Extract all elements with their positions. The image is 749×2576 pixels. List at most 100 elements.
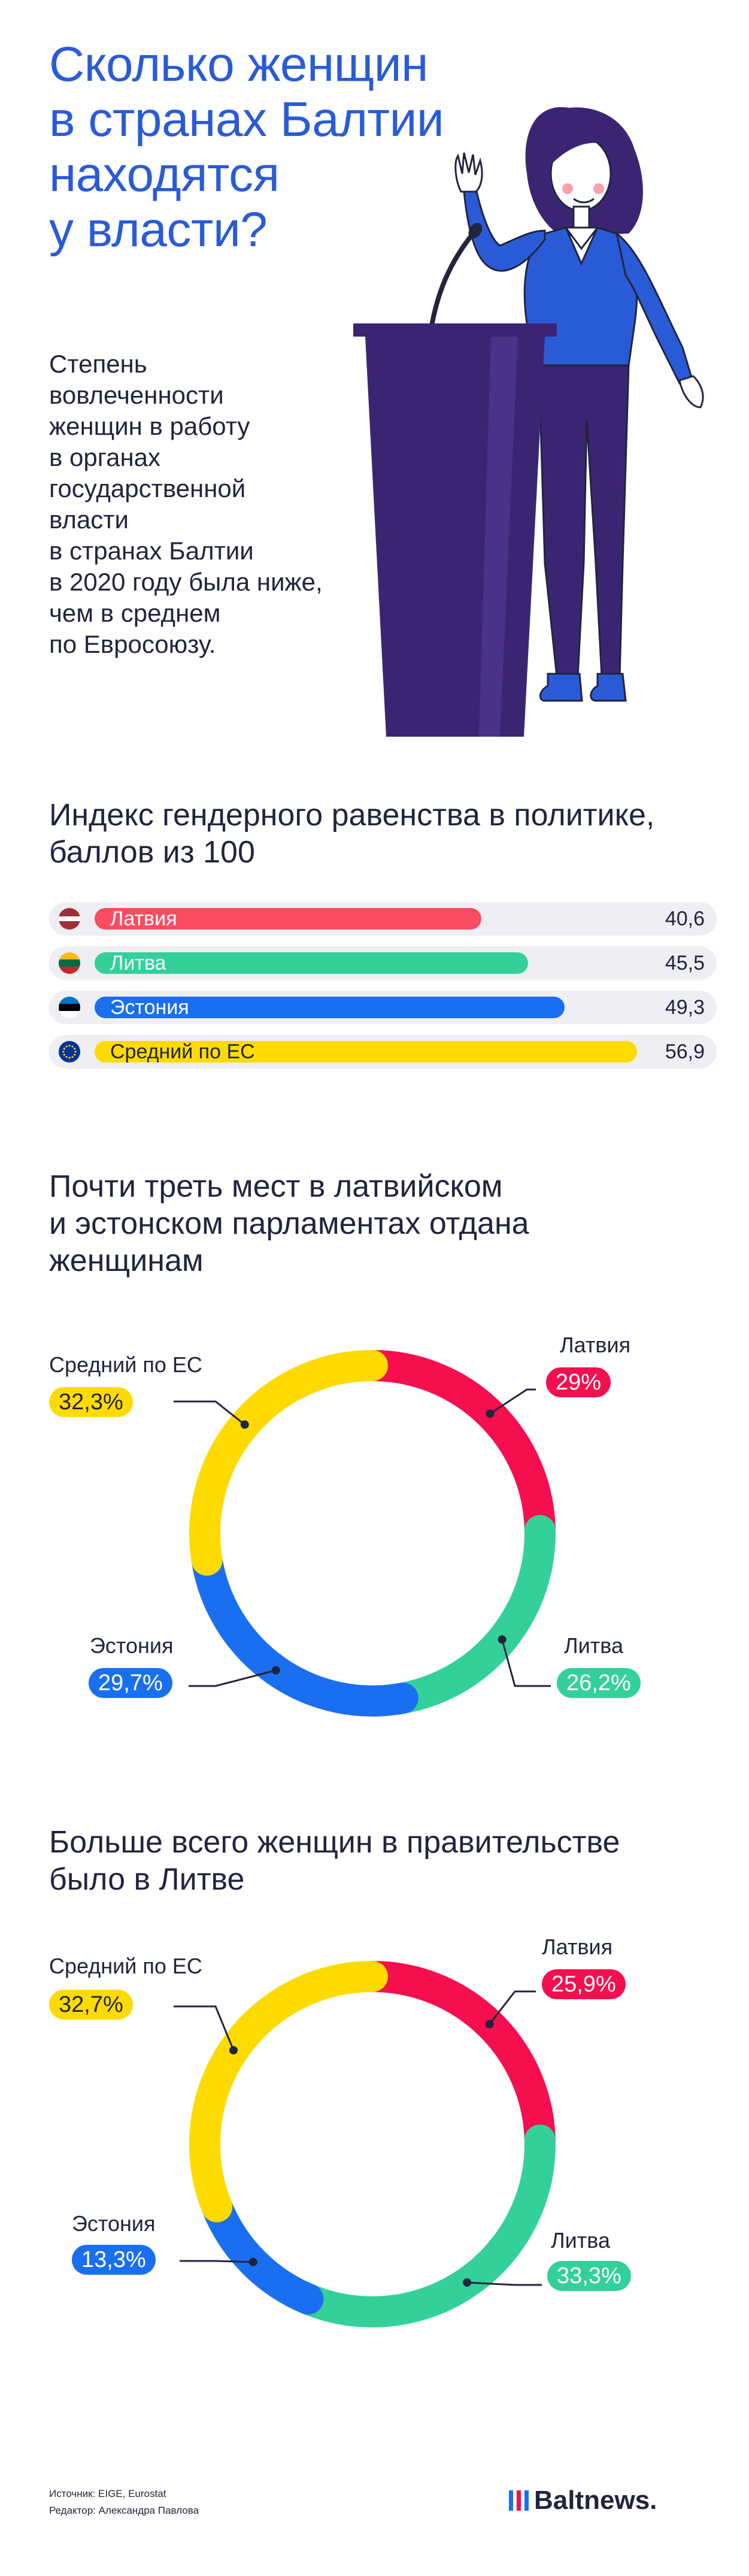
donut1-pill-lithuania: 26,2% (557, 1668, 641, 1698)
lead-line: государственной (49, 474, 246, 503)
donut-segment-latvia (357, 1961, 556, 2156)
donut2-pill-lithuania: 33,3% (547, 2261, 631, 2291)
leader-dot-latvia (486, 1409, 495, 1418)
footer-credits: Источник: EIGE, Eurostat Редактор: Алекс… (49, 2486, 199, 2519)
bar-chart-title: Индекс гендерного равенства в политике, … (49, 797, 720, 871)
shoe-shape (539, 673, 583, 702)
leader-dot-eu (229, 2046, 238, 2055)
leader-line-latvia (489, 1990, 536, 2025)
raised-hand-shape (454, 152, 483, 193)
leader-dot-latvia (485, 2020, 494, 2029)
podium-top-shape (353, 323, 557, 337)
bar-label-latvia: Латвия (110, 907, 177, 930)
eu-flag-icon (59, 1041, 80, 1063)
donut2-title-line: было в Литве (49, 1862, 245, 1897)
donut1-label-estonia: Эстония (90, 1633, 174, 1658)
title-line: у власти? (49, 202, 268, 257)
bar-label-lithuania: Литва (110, 952, 166, 974)
lead-line: Степень (49, 350, 147, 378)
right-hand-shape (678, 375, 704, 408)
lead-line: женщин в работу (49, 412, 250, 440)
podium-body-shape (365, 337, 545, 737)
donut2-pill-estonia: 13,3% (72, 2245, 156, 2275)
lead-line: в органах (49, 443, 161, 471)
lead-line: вовлеченности (49, 381, 224, 409)
leader-dot-lithuania (498, 1635, 507, 1644)
donut2-title-line: Больше всего женщин в правительстве (49, 1825, 620, 1860)
page-title: Сколько женщин в странах Балтии находятс… (49, 37, 480, 258)
donut-chart-parliament (174, 1350, 556, 1717)
baltnews-logo-icon (509, 2490, 529, 2511)
bar-lithuania (95, 952, 529, 974)
donut2-label-lithuania: Литва (551, 2228, 610, 2253)
podium-highlight-shape (479, 337, 518, 737)
estonia-flag-icon (59, 997, 80, 1018)
title-line: в странах Балтии (49, 92, 444, 147)
donut2-title: Больше всего женщин в правительстве было… (49, 1824, 720, 1898)
donut2-label-estonia: Эстония (72, 2211, 156, 2236)
donut1-title-line: и эстонском парламентах отдана (49, 1206, 529, 1241)
leader-dot-eu (240, 1420, 249, 1429)
donut1-title-line: женщинам (49, 1243, 204, 1278)
bar-row-lithuania: Литва 45,5 (49, 946, 717, 980)
lead-line: в странах Балтии (49, 537, 254, 565)
right-arm-shape (615, 231, 693, 385)
bar-label-eu: Средний по ЕС (110, 1040, 255, 1063)
bar-row-eu: Средний по ЕС 56,9 (49, 1035, 717, 1068)
donut-segment-eu (189, 1350, 388, 1576)
donut1-label-eu: Средний по ЕС (49, 1352, 202, 1377)
shoe-shape (590, 673, 627, 702)
leader-line-lithuania (467, 2281, 542, 2286)
bar-chart-title-line: баллов из 100 (49, 835, 255, 870)
donut-segment-estonia (201, 2191, 324, 2315)
woman-at-podium-illustration (353, 107, 704, 737)
donut-segment-lithuania (292, 2124, 556, 2327)
donut-segment-eu (189, 1961, 388, 2223)
bar-row-latvia: Латвия 40,6 (49, 902, 717, 936)
bar-latvia (95, 908, 482, 930)
donut-segment-lithuania (387, 1515, 556, 1714)
donut1-pill-latvia: 29% (546, 1367, 611, 1397)
donut2-pill-latvia: 25,9% (542, 1969, 626, 1999)
donut2-label-eu: Средний по ЕС (49, 1954, 202, 1978)
bar-row-estonia: Эстония 49,3 (49, 991, 717, 1024)
leader-dot-estonia (271, 1666, 280, 1675)
bar-value-estonia: 49,3 (665, 996, 705, 1019)
donut2-label-latvia: Латвия (542, 1935, 613, 1959)
microphone-stand-shape (429, 232, 475, 330)
hair-fringe-shape (545, 126, 617, 165)
lithuania-flag-icon (59, 952, 80, 974)
donut2-pill-eu: 32,7% (49, 1990, 133, 2020)
baltnews-logo-text: Baltnews. (534, 2486, 657, 2515)
leader-line-lithuania (501, 1639, 551, 1687)
leader-line-estonia (180, 2260, 253, 2263)
lead-line: власти (49, 505, 129, 534)
donut1-title-line: Почти треть мест в латвийском (49, 1169, 503, 1204)
title-line: находятся (49, 147, 280, 202)
bar-value-latvia: 40,6 (665, 907, 705, 930)
cheek-shape (593, 183, 604, 194)
mouth-shape (573, 198, 595, 204)
donut-segment-latvia (357, 1350, 556, 1546)
bar-chart-title-line: Индекс гендерного равенства в политике, (49, 798, 655, 833)
donut1-label-latvia: Латвия (560, 1333, 631, 1357)
cheek-shape (562, 183, 573, 194)
bar-eu (95, 1041, 637, 1063)
lead-line: по Евросоюзу. (49, 630, 216, 658)
footer-source: Источник: EIGE, Eurostat (49, 2488, 166, 2499)
leader-line-estonia (189, 1669, 277, 1687)
leader-line-eu (174, 1400, 245, 1425)
leader-dot-estonia (248, 2257, 257, 2266)
donut-chart-government (174, 1961, 556, 2327)
latvia-flag-icon (59, 908, 80, 930)
leader-line-eu (174, 2005, 235, 2051)
bar-label-estonia: Эстония (110, 996, 189, 1019)
donut1-label-lithuania: Литва (564, 1633, 623, 1658)
lead-line: в 2020 году была ниже, (49, 568, 323, 596)
leader-dot-lithuania (463, 2278, 472, 2287)
leader-line-latvia (489, 1388, 536, 1415)
bar-estonia (95, 997, 565, 1018)
donut1-pill-estonia: 29,7% (89, 1668, 172, 1698)
legs-shape (538, 364, 630, 678)
lead-paragraph: Степень вовлеченности женщин в работу в … (49, 349, 366, 660)
